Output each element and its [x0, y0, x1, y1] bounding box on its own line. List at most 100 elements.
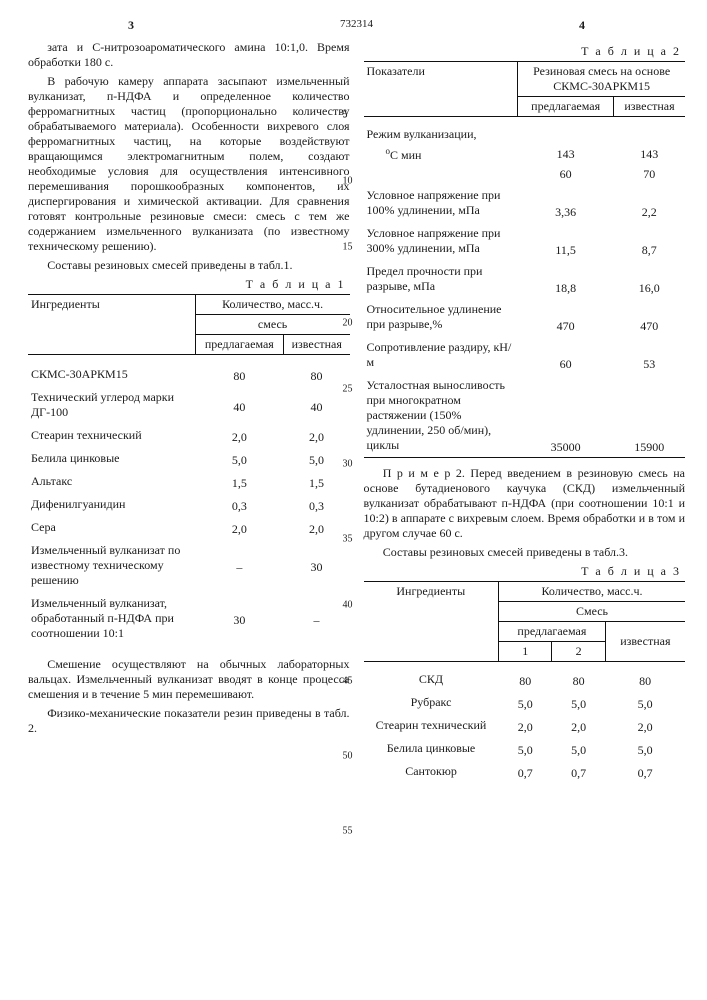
t2-cell-name: Режим вулканизации,	[364, 117, 518, 145]
t3-cell-name: СКД	[364, 662, 499, 694]
para: Физико-механические показатели резин при…	[28, 706, 350, 736]
t2-cell-b: 70	[614, 165, 686, 184]
t1-cell-a: 2,0	[195, 426, 283, 449]
line-number: 35	[343, 534, 353, 545]
t3-cell-c: 0,7	[605, 762, 685, 785]
table2-caption: Т а б л и ц а 2	[364, 44, 682, 59]
table1-caption: Т а б л и ц а 1	[28, 277, 346, 292]
t2-hdr-known: известная	[614, 97, 686, 117]
t2-cell-name: Условное напряжение при 300% удлинении, …	[364, 222, 518, 260]
t1-cell-a: 0,3	[195, 495, 283, 518]
line-number: 40	[343, 600, 353, 611]
t2-hdr-mix: Резиновая смесь на основе СКМС-30АРКМ15	[518, 62, 685, 97]
t2-cell-name: Усталостная выносливость при многократно…	[364, 374, 518, 458]
t2-hdr-prop: предлагаемая	[518, 97, 614, 117]
document-number: 732314	[340, 18, 373, 30]
t1-cell-a: 30	[195, 594, 283, 647]
t3-hdr-prop: предлагаемая	[499, 622, 606, 642]
t2-cell-b: 15900	[614, 374, 686, 458]
t2-cell-a: 470	[518, 298, 614, 336]
t1-cell-name: Дифенилгуанидин	[28, 495, 195, 518]
t2-cell-a: 60	[518, 336, 614, 374]
para: Смешение осуществляют на обычных лаборат…	[28, 657, 350, 702]
t1-cell-name: Измельченный вулканизат, обработанный п-…	[28, 594, 195, 647]
t3-hdr-known: известная	[605, 622, 685, 662]
t1-cell-b: 2,0	[284, 518, 350, 541]
page-num-left: 3	[128, 18, 134, 33]
t2-cell-a: 35000	[518, 374, 614, 458]
t1-cell-b: 0,3	[284, 495, 350, 518]
t1-cell-name: Измельченный вулканизат по известному те…	[28, 541, 195, 594]
line-number-ruler: 510152025303540455055	[346, 40, 364, 982]
table3-caption: Т а б л и ц а 3	[364, 564, 682, 579]
t1-cell-name: Стеарин технический	[28, 426, 195, 449]
line-number: 10	[343, 176, 353, 187]
t1-cell-a: 40	[195, 388, 283, 426]
t1-cell-name: Альтакс	[28, 472, 195, 495]
t2-cell-a: 3,36	[518, 184, 614, 222]
t2-cell-a: 143	[518, 144, 614, 165]
t1-cell-b: 30	[284, 541, 350, 594]
t3-cell-c: 5,0	[605, 739, 685, 762]
t3-cell-b: 80	[552, 662, 605, 694]
t2-cell-name: Условное напряжение при 100% удлинении, …	[364, 184, 518, 222]
t1-hdr-mix: смесь	[195, 315, 349, 335]
line-number: 15	[343, 242, 353, 253]
t2-cell-name: Сопротивление раздиру, кН/м	[364, 336, 518, 374]
t1-cell-b: –	[284, 594, 350, 647]
t1-cell-b: 80	[284, 355, 350, 389]
line-number: 30	[343, 458, 353, 469]
table-3: Ингредиенты Количество, масс.ч. Смесь пр…	[364, 581, 686, 785]
t2-cell-b: 16,0	[614, 260, 686, 298]
line-number: 20	[343, 317, 353, 328]
t3-cell-name: Рубракс	[364, 693, 499, 716]
t1-cell-a: 2,0	[195, 518, 283, 541]
t2-cell-b: 470	[614, 298, 686, 336]
page-num-right: 4	[579, 18, 585, 33]
t3-cell-c: 2,0	[605, 716, 685, 739]
t2-cell-name: Относительное удлинение при разрыве,%	[364, 298, 518, 336]
t3-cell-name: Сантокюр	[364, 762, 499, 785]
para: П р и м е р 2. Перед введением в резинов…	[364, 466, 686, 541]
t3-cell-b: 5,0	[552, 693, 605, 716]
left-column: зата и С-нитрозоароматического амина 10:…	[28, 40, 350, 785]
para: В рабочую камеру аппарата засыпают измел…	[28, 74, 350, 254]
t3-cell-c: 5,0	[605, 693, 685, 716]
t3-hdr-mix: Смесь	[499, 602, 685, 622]
t2-cell-b: 143	[614, 144, 686, 165]
t1-cell-b: 40	[284, 388, 350, 426]
t1-cell-a: –	[195, 541, 283, 594]
t1-cell-a: 5,0	[195, 449, 283, 472]
t3-cell-b: 2,0	[552, 716, 605, 739]
t3-cell-a: 5,0	[499, 739, 552, 762]
page-header: 3 732314 4	[28, 18, 685, 38]
t3-cell-b: 0,7	[552, 762, 605, 785]
t2-cell-b: 8,7	[614, 222, 686, 260]
table-2: Показатели Резиновая смесь на основе СКМ…	[364, 61, 686, 458]
t3-cell-a: 5,0	[499, 693, 552, 716]
t3-cell-a: 2,0	[499, 716, 552, 739]
t2-cell-a: 60	[518, 165, 614, 184]
t3-cell-a: 80	[499, 662, 552, 694]
t3-cell-b: 5,0	[552, 739, 605, 762]
t3-cell-name: Белила цинковые	[364, 739, 499, 762]
t2-cell-b: 53	[614, 336, 686, 374]
t2-cell-a: 11,5	[518, 222, 614, 260]
t1-cell-b: 5,0	[284, 449, 350, 472]
t1-cell-name: Технический углерод марки ДГ-100	[28, 388, 195, 426]
t1-cell-b: 2,0	[284, 426, 350, 449]
t3-cell-a: 0,7	[499, 762, 552, 785]
right-column: Т а б л и ц а 2 Показатели Резиновая сме…	[364, 40, 686, 785]
t2-hdr-ind: Показатели	[364, 62, 518, 117]
para: Составы резиновых смесей приведены в таб…	[28, 258, 350, 273]
t2-cell-unit: oС мин	[364, 144, 518, 165]
t1-hdr-prop: предлагаемая	[195, 335, 283, 355]
t1-cell-a: 80	[195, 355, 283, 389]
t3-sub1: 1	[499, 642, 552, 662]
para: Составы резиновых смесей приведены в таб…	[364, 545, 686, 560]
t1-cell-b: 1,5	[284, 472, 350, 495]
t3-hdr-qty: Количество, масс.ч.	[499, 582, 685, 602]
t2-cell-b: 2,2	[614, 184, 686, 222]
t3-sub2: 2	[552, 642, 605, 662]
t1-hdr-qty: Количество, масс.ч.	[195, 295, 349, 315]
